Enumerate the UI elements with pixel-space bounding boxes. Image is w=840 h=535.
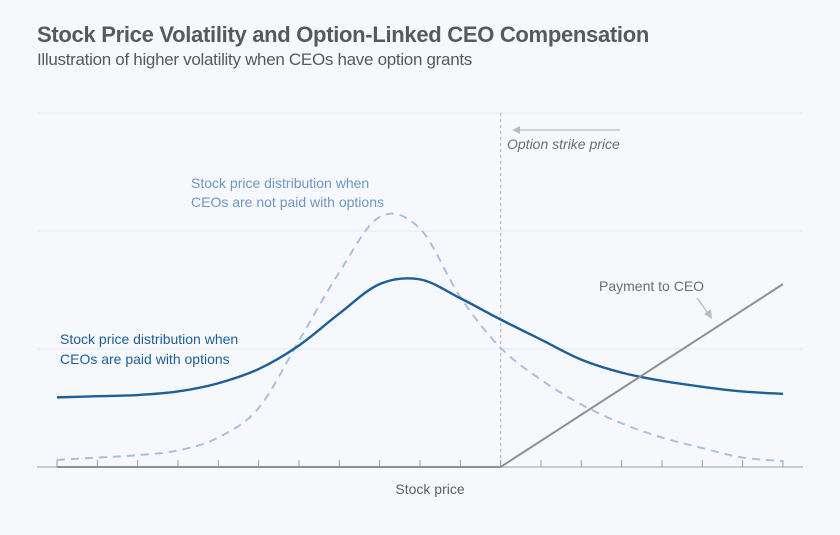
chart-title: Stock Price Volatility and Option-Linked… xyxy=(37,22,650,47)
annotation-no-options-line2: CEOs are not paid with options xyxy=(191,194,384,210)
gridlines xyxy=(37,112,803,350)
series-payment-to-ceo xyxy=(57,283,784,468)
annotation-payment-to-ceo: Payment to CEO xyxy=(599,278,704,294)
annotation-no-options-line1: Stock price distribution when xyxy=(191,175,369,191)
chart-subtitle: Illustration of higher volatility when C… xyxy=(37,50,472,69)
arrowhead-down-icon xyxy=(704,309,712,319)
x-axis-label: Stock price xyxy=(395,481,464,497)
annotation-with-options-line1: Stock price distribution when xyxy=(60,331,238,347)
annotation-with-options-line2: CEOs are paid with options xyxy=(60,351,230,367)
arrowhead-left-icon xyxy=(512,126,520,134)
series-paid-with-options xyxy=(56,277,784,399)
x-axis xyxy=(37,460,803,468)
annotation-strike-price: Option strike price xyxy=(507,136,620,152)
series-not-paid-with-options xyxy=(56,212,784,463)
